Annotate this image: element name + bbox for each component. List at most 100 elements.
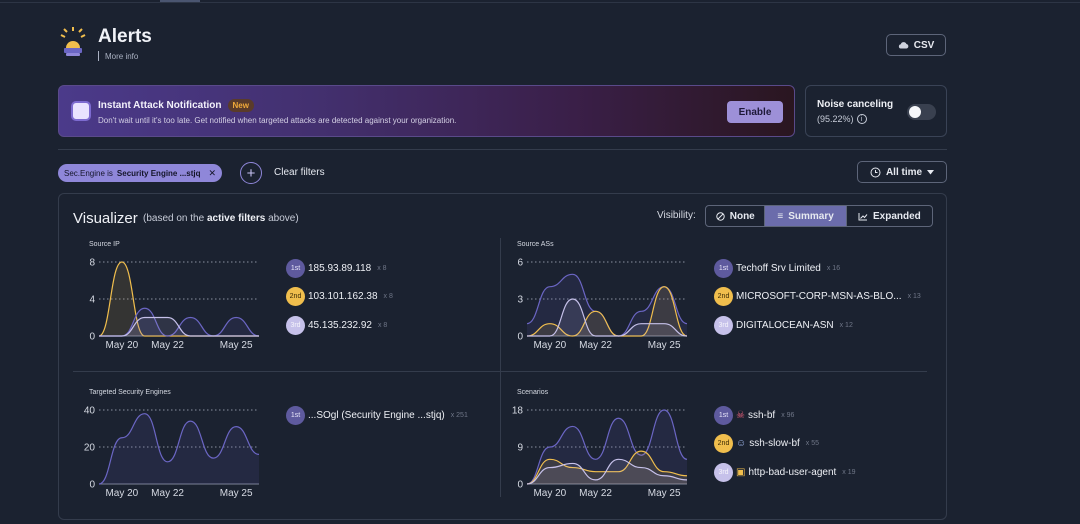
rank-badge: 1st [286, 258, 305, 278]
area-chart-svg: 0 3 6 May 20 May 22 May 25 [517, 258, 688, 351]
csv-button[interactable]: CSV [886, 34, 946, 56]
x-tick-label: May 25 [220, 340, 253, 351]
alarm-light-icon [60, 27, 86, 56]
info-icon[interactable]: i [856, 114, 867, 124]
rank-badge: 3rd [714, 315, 733, 335]
x-tick-label: May 20 [533, 340, 566, 351]
subtitle-post: above) [268, 213, 299, 224]
security-engines-chart: Targeted Security Engines 0 20 40 May 20 May … [59, 386, 279, 506]
series-line [526, 450, 688, 485]
csv-label: CSV [913, 39, 935, 51]
series-line [526, 458, 688, 485]
rank-item[interactable]: 2nd MICROSOFT-CORP-MSN-AS-BLO... x 13 [714, 283, 921, 312]
rank-item[interactable]: 2nd ☺ ssh-slow-bf x 55 [714, 430, 856, 459]
chip-prefix: Sec.Engine is [64, 168, 113, 178]
rank-label: Techoff Srv Limited [736, 262, 821, 274]
section-divider [58, 149, 947, 150]
rank-badge: 2nd [714, 287, 733, 307]
vertical-separator [500, 238, 501, 497]
y-tick-label: 18 [512, 406, 524, 417]
series-line [98, 413, 260, 485]
rank-label: ssh-bf [747, 409, 776, 421]
more-info-link[interactable]: More info [98, 51, 152, 61]
robot-icon: ▣ [736, 466, 746, 478]
rank-item[interactable]: 3rd DIGITALOCEAN-ASN x 12 [714, 311, 921, 340]
source-as-chart: Source ASs 0 3 6 May 20 May 22 May 25 [487, 238, 707, 358]
divider-bar [98, 51, 99, 61]
x-tick-label: May 25 [648, 340, 681, 351]
subtitle-bold: active filters [206, 213, 266, 224]
hacker-icon: ☠ [736, 409, 745, 421]
visualizer-panel: Visualizer (based on the active filters … [58, 193, 947, 520]
visibility-expanded-button[interactable]: Expanded [847, 206, 932, 226]
series-line [99, 316, 259, 337]
rank-item[interactable]: 3rd 45.135.232.92 x 8 [286, 311, 393, 340]
y-tick-label: 0 [89, 332, 95, 343]
rank-label: MICROSOFT-CORP-MSN-AS-BLO... [736, 291, 902, 303]
more-info-label: More info [105, 51, 139, 61]
rank-badge: 2nd [714, 434, 733, 454]
rank-count: x 96 [781, 411, 795, 419]
series-area [99, 413, 259, 484]
chart-title: Source IP [89, 241, 120, 248]
rank-item[interactable]: 2nd 103.101.162.38 x 8 [286, 283, 393, 312]
series-area [99, 308, 259, 336]
x-tick-label: May 20 [105, 340, 138, 351]
series-area [99, 262, 259, 336]
enable-button[interactable]: Enable [727, 101, 783, 123]
y-tick-label: 0 [517, 332, 523, 343]
users-icon: ☺ [736, 438, 747, 450]
top-border [0, 0, 1080, 3]
rank-item[interactable]: 1st Techoff Srv Limited x 16 [714, 254, 921, 283]
scenarios-chart: Scenarios 0 9 18 May 20 May 22 May 25 [487, 386, 707, 506]
chip-value: Security Engine ...stjq [116, 168, 201, 178]
time-range-select[interactable]: All time [857, 161, 947, 183]
rank-item[interactable]: 3rd ▣ http-bad-user-agent x 19 [714, 458, 856, 487]
visibility-none-button[interactable]: None [706, 206, 766, 226]
y-tick-label: 8 [89, 258, 95, 269]
y-tick-label: 6 [517, 258, 523, 269]
line-chart-icon [858, 212, 868, 220]
security-engines-ranking: 1st ...SOgl (Security Engine ...stjq) x 25… [286, 401, 468, 430]
area-chart-svg: 0 9 18 May 20 May 22 May 25 [512, 406, 688, 499]
clock-icon [870, 167, 881, 177]
series-line [526, 286, 688, 337]
time-range-label: All time [885, 166, 923, 178]
series-line [526, 409, 688, 485]
area-chart-svg: 0 20 40 May 20 May 22 May 25 [84, 406, 260, 499]
rank-item[interactable]: 1st 185.93.89.118 x 8 [286, 254, 393, 283]
noise-toggle[interactable] [907, 104, 936, 120]
rank-count: x 8 [377, 321, 388, 329]
notification-icon [71, 101, 91, 121]
series-area [527, 451, 687, 484]
series-area [527, 274, 687, 336]
visibility-toggle: None ≡ Summary Expanded [705, 205, 933, 227]
plus-icon: + [246, 164, 256, 182]
chart-title: Source ASs [517, 241, 554, 248]
rank-count: x 8 [383, 293, 393, 301]
x-tick-label: May 22 [579, 488, 612, 499]
y-tick-label: 20 [84, 443, 96, 454]
visibility-summary-button[interactable]: ≡ Summary [765, 206, 847, 226]
rank-count: x 12 [839, 321, 853, 329]
rank-item[interactable]: 1st ...SOgl (Security Engine ...stjq) x 25… [286, 401, 468, 430]
rank-item[interactable]: 1st ☠ ssh-bf x 96 [714, 401, 856, 430]
banner-title-text: Instant Attack Notification [98, 100, 222, 111]
cloud-download-icon [898, 42, 909, 49]
list-icon: ≡ [777, 210, 784, 222]
rank-label: ...SOgl (Security Engine ...stjq) [308, 409, 445, 421]
y-tick-label: 9 [517, 443, 523, 454]
y-tick-label: 3 [517, 295, 523, 306]
y-tick-label: 40 [84, 406, 96, 417]
noise-percentage: (95.22%) i [817, 114, 867, 124]
chart-title: Scenarios [517, 389, 549, 396]
remove-filter-icon[interactable]: ✕ [208, 167, 217, 178]
top-tab-indicator [160, 0, 200, 2]
clear-filters-link[interactable]: Clear filters [274, 167, 325, 178]
filter-chip[interactable]: Sec.Engine is Security Engine ...stjq ✕ [58, 164, 223, 182]
add-filter-button[interactable]: + [240, 162, 262, 184]
series-area [527, 459, 687, 484]
y-tick-label: 4 [89, 295, 95, 306]
caret-down-icon [927, 169, 935, 174]
rank-label: 185.93.89.118 [308, 262, 372, 274]
